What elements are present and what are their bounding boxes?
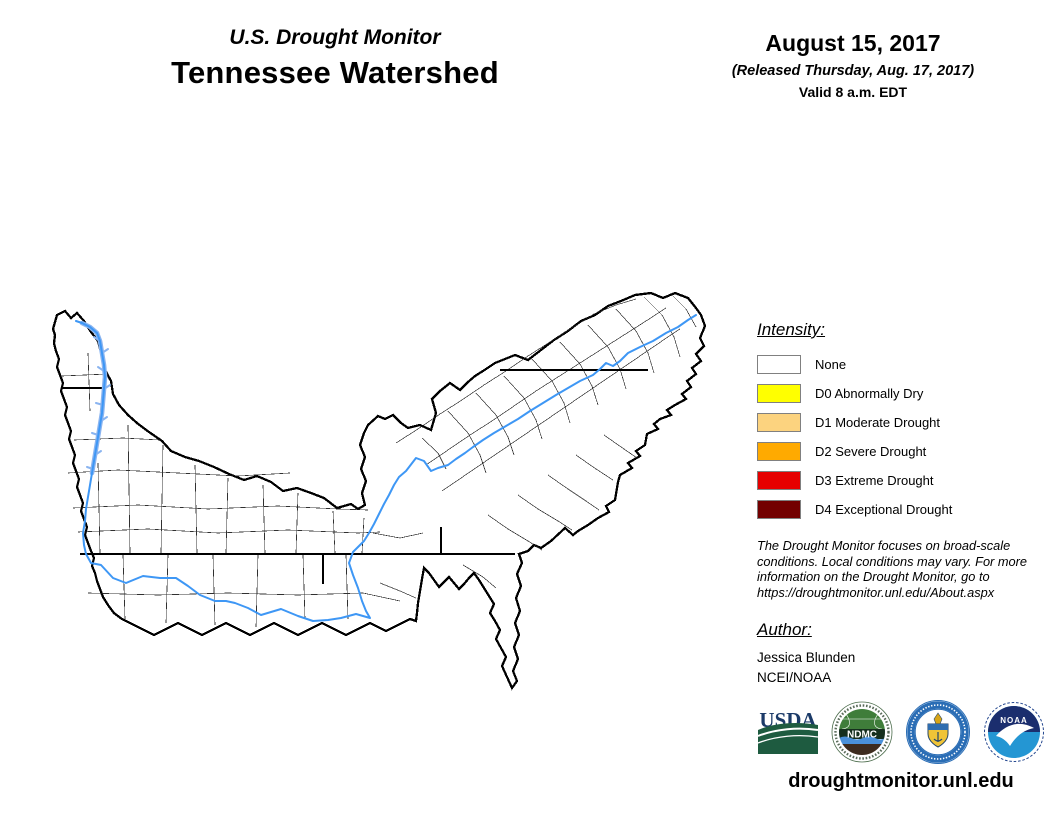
svg-text:NDMC: NDMC xyxy=(847,730,877,741)
legend-label-d2: D2 Severe Drought xyxy=(815,444,927,459)
legend: None D0 Abnormally Dry D1 Moderate Droug… xyxy=(757,350,1047,524)
author-heading: Author: xyxy=(757,620,812,639)
legend-label-d3: D3 Extreme Drought xyxy=(815,473,934,488)
legend-label-none: None xyxy=(815,357,847,372)
legend-swatch-none xyxy=(757,355,801,374)
author-organization: NCEI/NOAA xyxy=(757,670,832,685)
county-lines xyxy=(61,294,697,628)
legend-label-d4: D4 Exceptional Drought xyxy=(815,502,953,517)
legend-swatch-d4 xyxy=(757,500,801,519)
page-title: Tennessee Watershed xyxy=(171,55,499,90)
legend-label-d0: D0 Abnormally Dry xyxy=(815,386,924,401)
tennessee-river xyxy=(75,314,697,622)
legend-swatch-d3 xyxy=(757,471,801,490)
legend-heading: Intensity: xyxy=(757,320,826,339)
legend-item-d4: D4 Exceptional Drought xyxy=(757,495,1047,524)
watershed-map xyxy=(51,291,707,691)
noaa-logo-icon: NOAA xyxy=(983,702,1044,762)
watershed-boundary xyxy=(51,291,707,691)
legend-swatch-d2 xyxy=(757,442,801,461)
ndmc-logo-icon: NDMC xyxy=(831,701,893,763)
legend-item-d2: D2 Severe Drought xyxy=(757,437,1047,466)
title-block: U.S. Drought Monitor Tennessee Watershed xyxy=(95,26,575,91)
legend-label-d1: D1 Moderate Drought xyxy=(815,415,941,430)
commerce-seal-icon xyxy=(905,700,970,764)
release-date: (Released Thursday, Aug. 17, 2017) xyxy=(731,63,975,79)
disclaimer-text: The Drought Monitor focuses on broad-sca… xyxy=(757,538,1028,600)
svg-text:NOAA: NOAA xyxy=(1000,716,1028,725)
legend-item-none: None xyxy=(757,350,1047,379)
program-title: U.S. Drought Monitor xyxy=(229,26,441,49)
map-date: August 15, 2017 xyxy=(765,30,941,56)
usda-logo-icon: USDA xyxy=(757,708,819,754)
legend-item-d1: D1 Moderate Drought xyxy=(757,408,1047,437)
state-lines xyxy=(61,368,648,584)
legend-swatch-d0 xyxy=(757,384,801,403)
date-block: August 15, 2017 (Released Thursday, Aug.… xyxy=(703,30,1003,100)
valid-time: Valid 8 a.m. EDT xyxy=(798,84,908,100)
author-name: Jessica Blunden xyxy=(757,650,856,665)
legend-swatch-d1 xyxy=(757,413,801,432)
logo-row: USDA NDMC NOAA xyxy=(756,698,1046,766)
legend-item-d3: D3 Extreme Drought xyxy=(757,466,1047,495)
legend-item-d0: D0 Abnormally Dry xyxy=(757,379,1047,408)
site-url: droughtmonitor.unl.edu xyxy=(788,770,1014,792)
